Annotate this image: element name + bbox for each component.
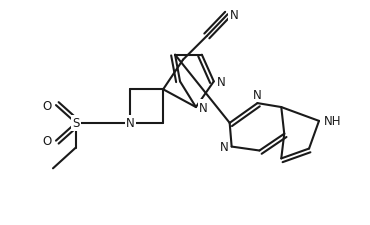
Text: N: N <box>217 76 225 88</box>
Text: N: N <box>126 117 135 130</box>
Text: N: N <box>220 140 229 153</box>
Text: N: N <box>253 89 262 102</box>
Text: NH: NH <box>324 115 342 128</box>
Text: N: N <box>230 9 238 22</box>
Text: S: S <box>72 117 80 130</box>
Text: N: N <box>199 101 208 114</box>
Text: O: O <box>43 99 52 112</box>
Text: O: O <box>43 135 52 148</box>
